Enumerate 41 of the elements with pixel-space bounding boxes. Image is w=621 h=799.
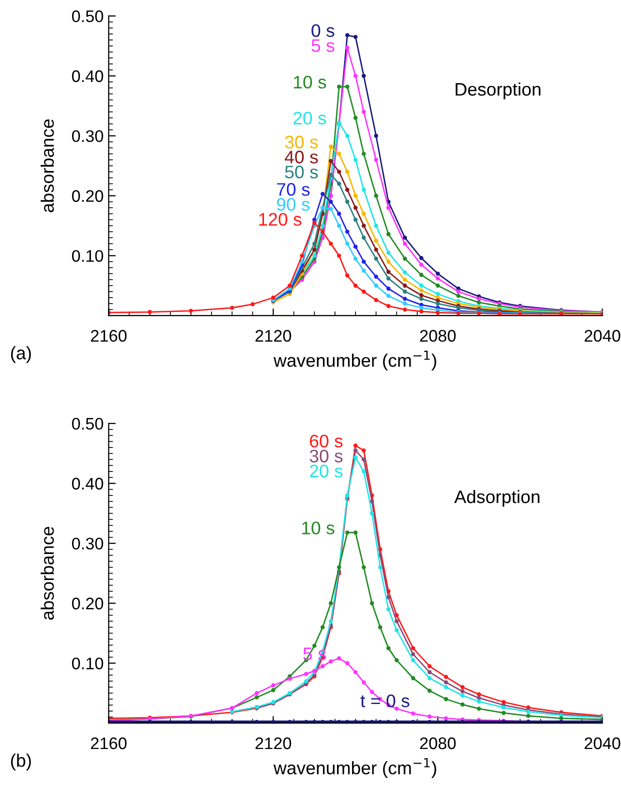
series-label: 30 s — [285, 136, 318, 148]
x-tick-label: 2160 — [90, 737, 127, 750]
text: (a) — [11, 346, 31, 363]
series-label: 30 s — [310, 450, 343, 462]
y-tick-label: 0.40 — [72, 70, 104, 82]
x-tick-label: 2080 — [420, 330, 456, 342]
x-axis-title: wavenumber (cm$^{−1}$) — [274, 350, 436, 370]
y-tick-label: 0.40 — [72, 478, 104, 490]
series-label: 50 s — [285, 166, 318, 178]
y-axis-title: absorbance — [40, 119, 54, 212]
y-tick-label: 0.20 — [72, 190, 104, 202]
annotation: Adsorption — [454, 490, 540, 507]
y-axis-title: absorbance — [40, 526, 54, 620]
x-tick-label: 2040 — [584, 330, 620, 342]
series-label: t = 0 s — [360, 694, 410, 708]
y-tick-label: 0.30 — [72, 538, 104, 550]
y-tick-label: 0.20 — [72, 598, 104, 610]
series-label: 90 s — [276, 198, 310, 211]
y-tick-label: 0.50 — [72, 418, 104, 430]
y-tick-label: 0.10 — [72, 250, 104, 262]
x-tick-label: 2120 — [256, 737, 292, 750]
y-tick-label: 0.10 — [72, 658, 104, 670]
series-label: 10 s — [294, 76, 326, 89]
x-tick-label: 2160 — [90, 330, 127, 342]
series-label: 120 s — [259, 212, 302, 226]
series-label: 0 s — [312, 24, 334, 38]
x-axis-title: wavenumber (cm$^{−1}$) — [274, 758, 436, 778]
y-tick-label: 0.30 — [72, 130, 104, 142]
text: (b) — [11, 754, 31, 770]
series-label: 20 s — [294, 112, 326, 124]
series-label: 20 s — [310, 464, 343, 478]
x-tick-label: 2080 — [420, 737, 456, 750]
series-label: 10 s — [302, 522, 334, 534]
x-tick-label: 2120 — [256, 330, 292, 342]
series-label: 70 s — [277, 183, 310, 196]
series-label: 60 s — [310, 434, 343, 448]
series-label: 5 s — [312, 39, 334, 52]
x-tick-label: 2040 — [584, 737, 620, 750]
y-tick-label: 0.50 — [72, 10, 104, 22]
annotation: Desorption — [456, 82, 540, 100]
series-label: 40 s — [284, 150, 318, 164]
